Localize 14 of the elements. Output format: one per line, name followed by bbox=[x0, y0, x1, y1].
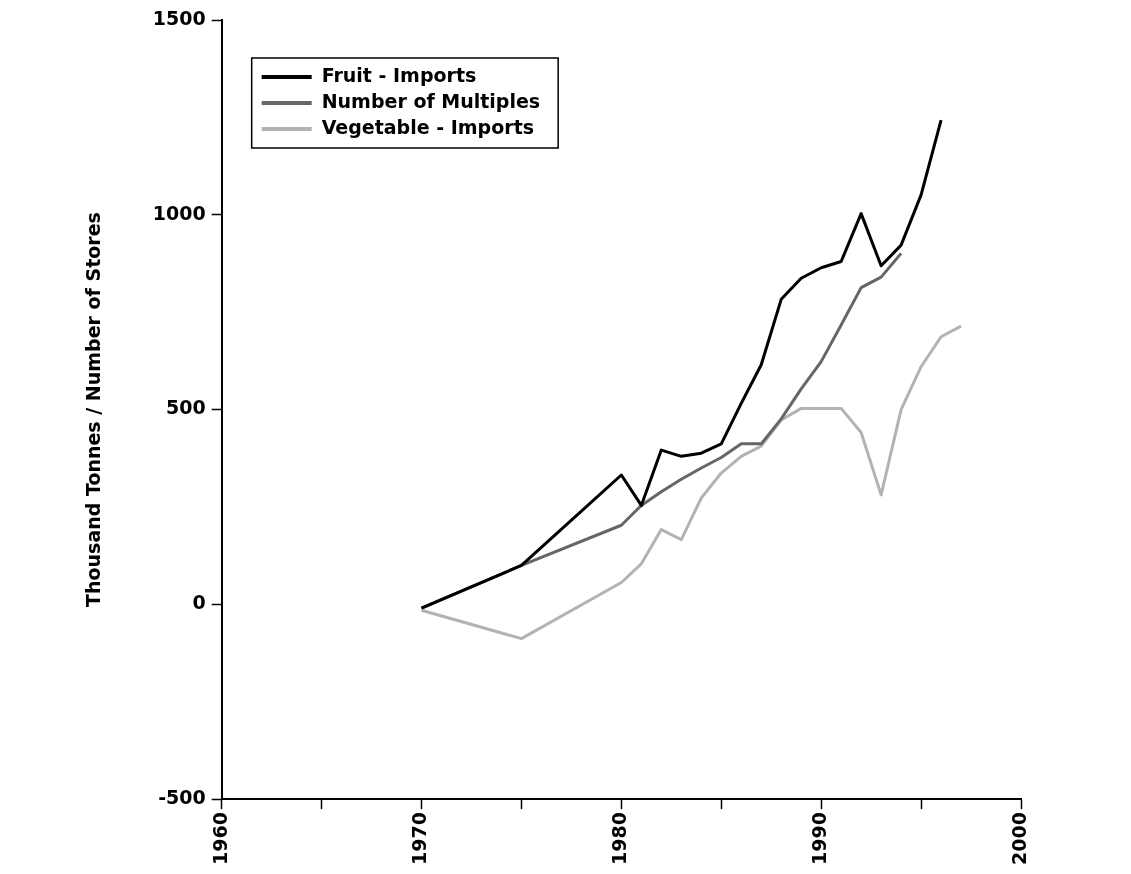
y-axis-title: Thousand Tonnes / Number of Stores bbox=[82, 212, 105, 607]
y-tick-label: -500 bbox=[158, 786, 206, 809]
x-tick-label: 1990 bbox=[808, 812, 831, 866]
y-tick-label: 500 bbox=[166, 396, 206, 419]
x-tick-label: 1970 bbox=[408, 812, 431, 866]
y-tick-label: 1000 bbox=[152, 201, 206, 224]
y-tick-label: 0 bbox=[192, 591, 206, 614]
y-tick-label: 1500 bbox=[152, 6, 206, 29]
x-tick-label: 1960 bbox=[208, 812, 231, 866]
legend-label: Vegetable - Imports bbox=[321, 115, 535, 138]
legend-label: Number of Multiples bbox=[321, 89, 541, 112]
x-tick-label: 2000 bbox=[1007, 812, 1030, 866]
legend-label: Fruit - Imports bbox=[321, 63, 477, 86]
x-tick-label: 1980 bbox=[608, 812, 631, 866]
